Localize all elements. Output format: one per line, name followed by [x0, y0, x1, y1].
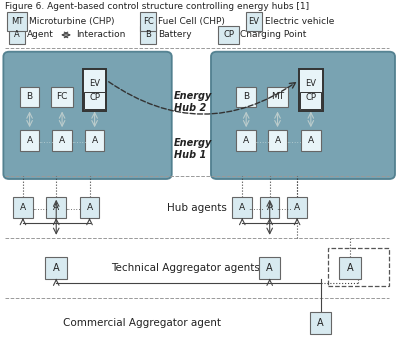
FancyBboxPatch shape — [236, 130, 256, 151]
Text: EV: EV — [249, 17, 259, 26]
FancyBboxPatch shape — [52, 130, 72, 151]
FancyBboxPatch shape — [218, 26, 239, 44]
Text: A: A — [27, 136, 32, 145]
FancyBboxPatch shape — [299, 69, 323, 111]
Text: MT: MT — [271, 92, 284, 102]
Text: A: A — [308, 136, 314, 145]
Text: A: A — [86, 203, 93, 212]
FancyBboxPatch shape — [83, 69, 107, 111]
Text: Agent: Agent — [27, 31, 54, 39]
FancyBboxPatch shape — [236, 86, 256, 107]
Text: A: A — [294, 203, 300, 212]
Text: ......: ...... — [286, 136, 302, 145]
FancyBboxPatch shape — [259, 257, 280, 279]
Text: FC: FC — [143, 17, 154, 26]
Text: A: A — [53, 203, 59, 212]
Text: ......: ...... — [38, 136, 54, 145]
FancyBboxPatch shape — [140, 12, 156, 31]
Text: B: B — [27, 92, 32, 102]
Text: A: A — [267, 203, 273, 212]
FancyBboxPatch shape — [287, 197, 307, 218]
FancyBboxPatch shape — [20, 86, 39, 107]
Text: Fuel Cell (CHP): Fuel Cell (CHP) — [158, 17, 225, 26]
Text: Figure 6. Agent-based control structure controlling energy hubs [1]: Figure 6. Agent-based control structure … — [5, 2, 309, 11]
Text: A: A — [267, 263, 273, 273]
FancyBboxPatch shape — [80, 197, 99, 218]
Text: B: B — [243, 92, 249, 102]
FancyBboxPatch shape — [9, 26, 25, 44]
Text: CP: CP — [89, 93, 100, 102]
Text: ......: ...... — [254, 136, 270, 145]
Text: A: A — [243, 136, 249, 145]
Text: Commercial Aggregator agent: Commercial Aggregator agent — [63, 318, 221, 328]
FancyBboxPatch shape — [46, 197, 66, 218]
Text: Interaction: Interaction — [76, 31, 125, 39]
FancyBboxPatch shape — [267, 86, 288, 107]
Text: Charging Point: Charging Point — [240, 31, 307, 39]
FancyBboxPatch shape — [211, 52, 395, 179]
Text: A: A — [239, 203, 246, 212]
FancyBboxPatch shape — [232, 197, 252, 218]
FancyBboxPatch shape — [3, 52, 172, 179]
Text: ......: ...... — [32, 203, 48, 212]
Text: A: A — [14, 31, 20, 39]
FancyBboxPatch shape — [13, 197, 33, 218]
FancyBboxPatch shape — [300, 92, 322, 109]
Text: Microturbine (CHP): Microturbine (CHP) — [29, 17, 114, 26]
FancyBboxPatch shape — [7, 12, 27, 31]
FancyBboxPatch shape — [268, 130, 287, 151]
Text: A: A — [346, 263, 353, 273]
Text: MT: MT — [11, 17, 23, 26]
Text: Electric vehicle: Electric vehicle — [265, 17, 334, 26]
FancyBboxPatch shape — [46, 257, 67, 279]
FancyBboxPatch shape — [20, 130, 39, 151]
Text: Energy
Hub 1: Energy Hub 1 — [174, 138, 212, 160]
Text: ......: ...... — [249, 203, 264, 212]
FancyBboxPatch shape — [84, 92, 105, 109]
Text: Battery: Battery — [158, 31, 192, 39]
Text: FC: FC — [56, 92, 68, 102]
Text: ......: ...... — [70, 136, 86, 145]
Text: ......: ...... — [65, 203, 81, 212]
FancyBboxPatch shape — [260, 197, 280, 218]
FancyBboxPatch shape — [140, 26, 156, 44]
FancyBboxPatch shape — [339, 257, 361, 279]
Text: EV: EV — [305, 79, 316, 87]
Text: A: A — [53, 263, 59, 273]
Text: A: A — [91, 136, 98, 145]
Text: Hub agents: Hub agents — [167, 202, 227, 213]
FancyBboxPatch shape — [85, 130, 105, 151]
Text: Technical Aggregator agents: Technical Aggregator agents — [111, 263, 260, 273]
FancyBboxPatch shape — [51, 86, 73, 107]
Text: A: A — [59, 136, 65, 145]
Text: EV: EV — [89, 79, 100, 87]
Text: B: B — [145, 31, 151, 39]
Text: CP: CP — [223, 31, 234, 39]
FancyBboxPatch shape — [246, 12, 262, 31]
Text: Energy
Hub 2: Energy Hub 2 — [174, 91, 212, 113]
Text: A: A — [274, 136, 281, 145]
Text: ......: ...... — [276, 203, 292, 212]
Text: A: A — [317, 318, 324, 328]
FancyBboxPatch shape — [301, 130, 321, 151]
Text: CP: CP — [305, 93, 316, 102]
FancyBboxPatch shape — [310, 312, 331, 334]
Text: A: A — [20, 203, 26, 212]
